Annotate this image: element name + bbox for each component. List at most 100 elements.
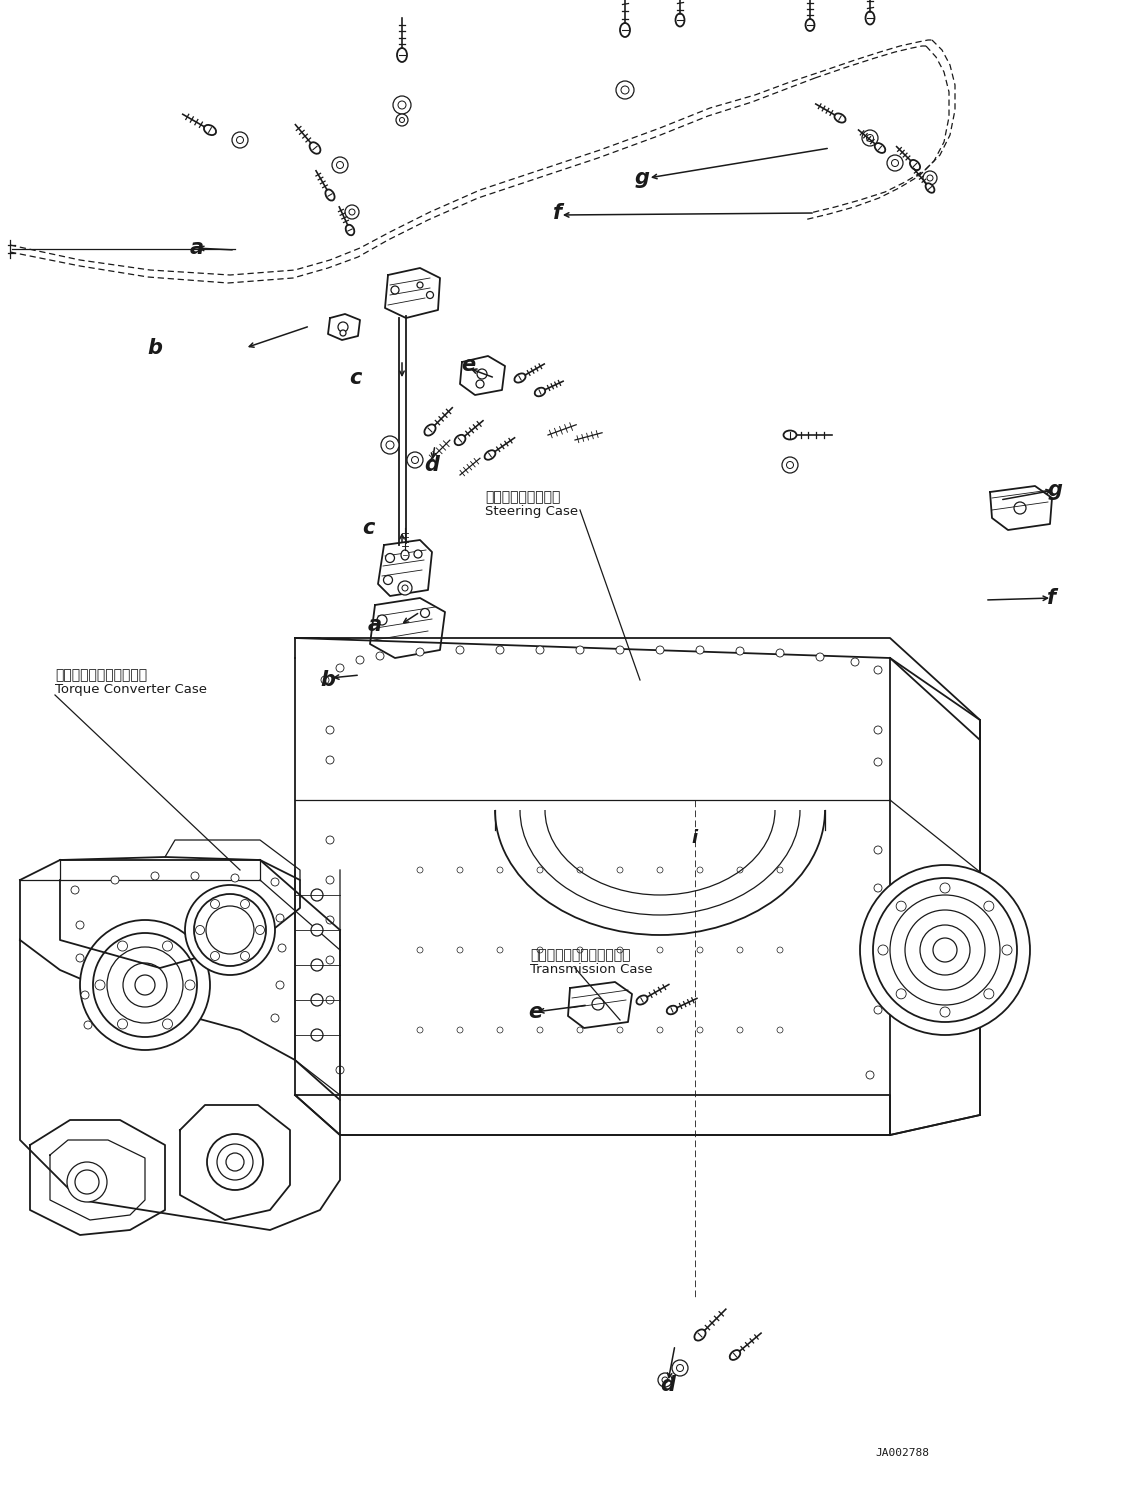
Circle shape <box>537 867 543 873</box>
Circle shape <box>860 865 1029 1035</box>
Circle shape <box>657 1026 663 1032</box>
Circle shape <box>326 876 334 883</box>
Ellipse shape <box>875 143 885 152</box>
Circle shape <box>326 956 334 964</box>
Circle shape <box>336 161 344 169</box>
Circle shape <box>537 947 543 953</box>
Circle shape <box>407 452 423 468</box>
Circle shape <box>271 877 279 886</box>
Circle shape <box>577 947 583 953</box>
Circle shape <box>737 1026 743 1032</box>
Text: b: b <box>320 670 336 689</box>
Circle shape <box>457 947 463 953</box>
Circle shape <box>940 1007 950 1018</box>
Circle shape <box>326 836 334 844</box>
Circle shape <box>76 921 84 930</box>
Circle shape <box>923 172 938 185</box>
Circle shape <box>72 886 79 894</box>
Circle shape <box>278 944 286 952</box>
Circle shape <box>905 910 985 991</box>
Circle shape <box>874 665 882 674</box>
Text: a: a <box>190 239 204 258</box>
Circle shape <box>417 947 423 953</box>
Text: Steering Case: Steering Case <box>485 504 578 518</box>
Ellipse shape <box>620 22 630 37</box>
Circle shape <box>787 461 793 468</box>
Circle shape <box>232 131 249 148</box>
Circle shape <box>537 1026 543 1032</box>
Circle shape <box>207 1134 263 1191</box>
Circle shape <box>107 947 183 1024</box>
Circle shape <box>874 727 882 734</box>
Ellipse shape <box>783 431 797 440</box>
Circle shape <box>816 653 824 661</box>
Circle shape <box>75 1170 99 1194</box>
Ellipse shape <box>424 424 436 436</box>
Circle shape <box>135 974 155 995</box>
Circle shape <box>348 209 355 215</box>
Circle shape <box>476 380 484 388</box>
Circle shape <box>457 867 463 873</box>
Circle shape <box>76 953 84 962</box>
Circle shape <box>345 204 359 219</box>
Circle shape <box>311 924 323 935</box>
Circle shape <box>874 927 882 934</box>
Ellipse shape <box>695 1329 706 1341</box>
Circle shape <box>417 867 423 873</box>
Circle shape <box>398 101 406 109</box>
Circle shape <box>420 609 429 618</box>
Circle shape <box>777 867 783 873</box>
Circle shape <box>891 160 899 167</box>
Circle shape <box>897 989 906 998</box>
Ellipse shape <box>397 48 407 63</box>
Circle shape <box>326 727 334 734</box>
Circle shape <box>617 867 623 873</box>
Circle shape <box>861 130 878 146</box>
Circle shape <box>984 989 994 998</box>
Ellipse shape <box>806 19 815 31</box>
Ellipse shape <box>485 451 495 460</box>
Circle shape <box>276 982 284 989</box>
Circle shape <box>412 457 419 464</box>
Circle shape <box>236 136 244 143</box>
Circle shape <box>93 932 197 1037</box>
Circle shape <box>386 442 394 449</box>
Circle shape <box>338 322 348 333</box>
Text: c: c <box>348 369 361 388</box>
Text: a: a <box>368 615 382 636</box>
Circle shape <box>696 646 704 653</box>
Circle shape <box>1014 501 1026 515</box>
Circle shape <box>336 664 344 671</box>
Circle shape <box>657 947 663 953</box>
Circle shape <box>255 925 264 934</box>
Circle shape <box>735 648 745 655</box>
Circle shape <box>81 991 89 1000</box>
Circle shape <box>123 962 167 1007</box>
Circle shape <box>400 118 404 122</box>
Circle shape <box>217 1144 253 1180</box>
Circle shape <box>577 1026 583 1032</box>
Circle shape <box>616 81 634 98</box>
Circle shape <box>616 646 624 653</box>
Text: JA002788: JA002788 <box>875 1449 930 1458</box>
Circle shape <box>874 758 882 765</box>
Circle shape <box>777 947 783 953</box>
Text: g: g <box>634 169 649 188</box>
Text: b: b <box>148 339 162 358</box>
Circle shape <box>456 646 464 653</box>
Circle shape <box>417 1026 423 1032</box>
Circle shape <box>477 369 487 379</box>
Circle shape <box>386 554 395 562</box>
Ellipse shape <box>910 160 920 170</box>
Circle shape <box>210 900 219 909</box>
Text: ステアリングケース: ステアリングケース <box>485 489 561 504</box>
Circle shape <box>984 901 994 912</box>
Circle shape <box>377 615 387 625</box>
Circle shape <box>851 658 859 665</box>
Circle shape <box>874 883 882 892</box>
Circle shape <box>321 676 329 683</box>
Circle shape <box>417 282 423 288</box>
Circle shape <box>575 646 585 653</box>
Circle shape <box>185 980 195 991</box>
Text: e: e <box>528 1003 543 1022</box>
